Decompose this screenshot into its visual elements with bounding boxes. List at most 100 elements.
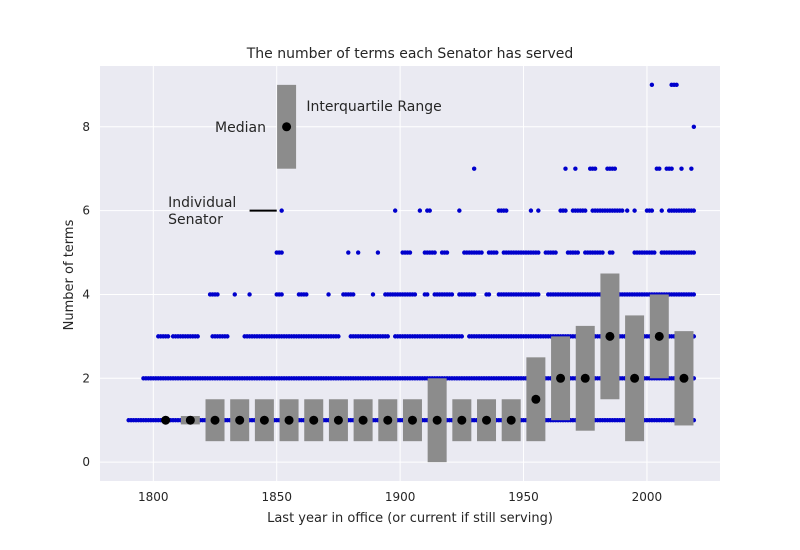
x-tick-label: 1900 bbox=[385, 490, 416, 504]
senator-point bbox=[691, 292, 697, 297]
senator-point bbox=[279, 208, 284, 213]
median-point bbox=[235, 415, 245, 425]
senator-point bbox=[553, 250, 558, 255]
senator-point bbox=[457, 208, 462, 213]
senator-point bbox=[232, 292, 237, 297]
legend-median-point bbox=[282, 122, 292, 132]
senator-point bbox=[573, 166, 578, 171]
senator-point bbox=[279, 292, 284, 297]
senator-point bbox=[385, 334, 390, 339]
senator-point bbox=[612, 166, 618, 171]
senator-point bbox=[326, 292, 331, 297]
median-point bbox=[284, 415, 294, 425]
senator-point bbox=[669, 166, 674, 171]
y-tick-label: 6 bbox=[82, 204, 90, 218]
senator-point bbox=[600, 250, 605, 255]
senator-point bbox=[649, 82, 655, 88]
senator-point bbox=[657, 166, 662, 171]
senator-point bbox=[652, 250, 657, 255]
y-tick-label: 0 bbox=[82, 455, 90, 469]
senator-point bbox=[375, 250, 381, 255]
senator-point bbox=[504, 208, 509, 213]
y-tick-label: 2 bbox=[82, 371, 90, 385]
senator-point bbox=[417, 208, 423, 213]
senator-point bbox=[407, 250, 413, 255]
senator-point bbox=[444, 250, 450, 255]
median-point bbox=[185, 415, 195, 425]
senator-point bbox=[459, 334, 465, 339]
senator-point bbox=[679, 166, 684, 171]
senator-point bbox=[304, 292, 309, 297]
senator-point bbox=[691, 250, 697, 255]
median-point bbox=[457, 415, 467, 425]
senator-point bbox=[528, 208, 534, 213]
senator-point bbox=[165, 334, 171, 339]
y-axis-label: Number of terms bbox=[62, 219, 77, 330]
x-tick-label: 1950 bbox=[508, 490, 539, 504]
senator-point bbox=[691, 124, 697, 129]
median-point bbox=[333, 415, 343, 425]
median-point bbox=[407, 415, 417, 425]
median-point bbox=[383, 415, 393, 425]
x-axis-label: Last year in office (or current if still… bbox=[267, 511, 553, 526]
senator-point bbox=[392, 208, 398, 213]
senator-point bbox=[215, 292, 220, 297]
senator-point bbox=[649, 208, 655, 213]
senator-point bbox=[225, 334, 230, 339]
senator-point bbox=[486, 292, 492, 297]
senator-point bbox=[346, 250, 351, 255]
senator-point bbox=[425, 292, 430, 297]
median-point bbox=[309, 415, 319, 425]
senator-point bbox=[427, 208, 432, 213]
median-point bbox=[654, 331, 664, 341]
annotation-label: Median bbox=[215, 120, 266, 136]
x-tick-label: 1800 bbox=[138, 490, 169, 504]
median-point bbox=[679, 373, 689, 383]
senator-point bbox=[494, 250, 499, 255]
senator-point bbox=[370, 292, 376, 297]
senator-point bbox=[355, 250, 361, 255]
median-point bbox=[259, 415, 269, 425]
senator-point bbox=[449, 292, 455, 297]
senator-point bbox=[536, 208, 541, 213]
senator-point bbox=[674, 82, 679, 88]
x-tick-label: 1850 bbox=[261, 490, 292, 504]
annotation-label: Senator bbox=[168, 212, 223, 228]
y-tick-label: 4 bbox=[82, 287, 90, 301]
senator-point bbox=[471, 166, 477, 171]
senator-point bbox=[279, 250, 284, 255]
median-point bbox=[531, 394, 541, 404]
y-tick-label: 8 bbox=[82, 120, 90, 134]
median-point bbox=[630, 373, 640, 383]
chart-title: The number of terms each Senator has ser… bbox=[246, 46, 574, 62]
senator-point bbox=[691, 208, 697, 213]
median-point bbox=[580, 373, 590, 383]
senator-point bbox=[479, 250, 484, 255]
senator-point bbox=[583, 208, 588, 213]
senator-point bbox=[412, 292, 418, 297]
senator-point bbox=[247, 292, 252, 297]
senator-point bbox=[632, 208, 637, 213]
median-point bbox=[358, 415, 368, 425]
annotation-label: Interquartile Range bbox=[306, 99, 441, 115]
senator-point bbox=[563, 166, 568, 171]
senator-point bbox=[432, 250, 437, 255]
senator-point bbox=[575, 250, 581, 255]
senator-point bbox=[689, 166, 694, 171]
annotation-label: Individual bbox=[168, 195, 236, 211]
plot-area: 1800 1850 1900 1950 2000 0 2 4 6 8 Interquartile R… bbox=[82, 66, 720, 504]
median-point bbox=[506, 415, 516, 425]
senator-point bbox=[625, 208, 630, 213]
median-point bbox=[482, 415, 492, 425]
senator-point bbox=[620, 208, 625, 213]
median-point bbox=[556, 373, 566, 383]
senator-point bbox=[336, 334, 341, 339]
senator-point bbox=[610, 250, 615, 255]
senator-point bbox=[195, 334, 200, 339]
median-point bbox=[161, 415, 171, 425]
senator-point bbox=[351, 292, 356, 297]
senator-point bbox=[592, 166, 598, 171]
senator-point bbox=[536, 250, 541, 255]
median-point bbox=[432, 415, 442, 425]
